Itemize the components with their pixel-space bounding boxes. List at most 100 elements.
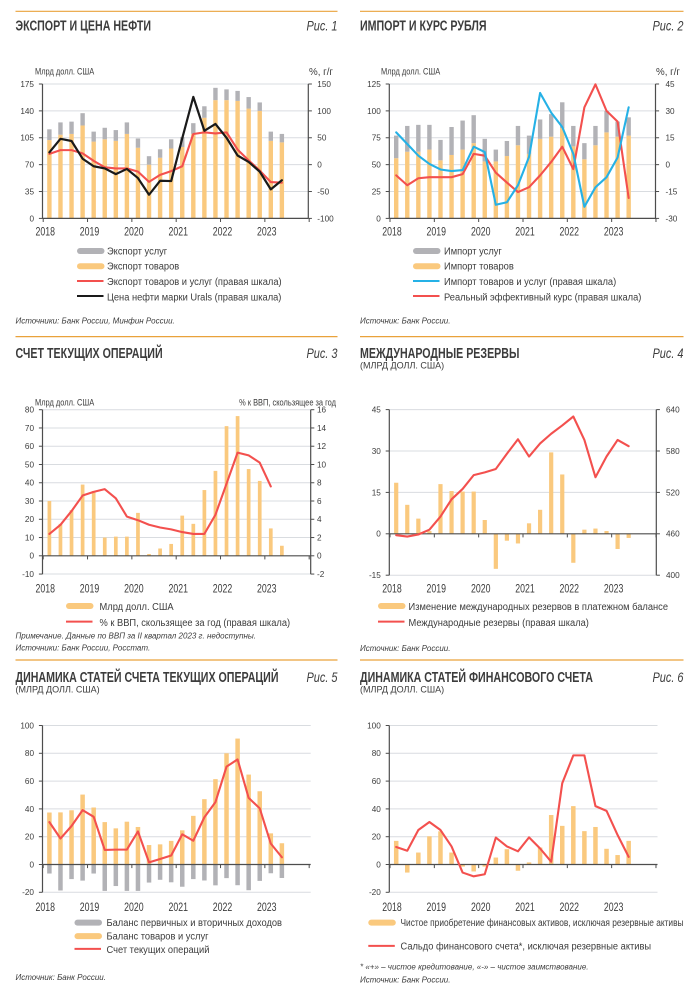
svg-text:520: 520 bbox=[666, 488, 680, 497]
svg-text:Млрд долл. США: Млрд долл. США bbox=[35, 66, 95, 76]
svg-text:Источник: Банк России.: Источник: Банк России. bbox=[360, 976, 450, 985]
svg-text:100: 100 bbox=[317, 107, 331, 116]
svg-text:0: 0 bbox=[29, 552, 34, 561]
svg-text:70: 70 bbox=[25, 424, 35, 433]
svg-text:Рис. 4: Рис. 4 bbox=[653, 346, 684, 361]
svg-text:4: 4 bbox=[317, 515, 322, 524]
svg-text:80: 80 bbox=[25, 406, 35, 415]
svg-text:50: 50 bbox=[25, 460, 35, 469]
svg-text:30: 30 bbox=[666, 107, 676, 116]
svg-text:60: 60 bbox=[372, 777, 382, 786]
svg-text:2018: 2018 bbox=[35, 901, 55, 914]
svg-text:70: 70 bbox=[25, 161, 35, 170]
svg-text:140: 140 bbox=[20, 107, 34, 116]
svg-text:2018: 2018 bbox=[382, 901, 402, 914]
svg-text:100: 100 bbox=[367, 721, 381, 730]
svg-text:2020: 2020 bbox=[471, 583, 491, 596]
svg-text:40: 40 bbox=[372, 805, 382, 814]
svg-text:Источник: Банк России.: Источник: Банк России. bbox=[16, 973, 106, 982]
svg-text:14: 14 bbox=[317, 424, 327, 433]
svg-text:10: 10 bbox=[25, 533, 35, 542]
svg-text:Млрд долл. США: Млрд долл. США bbox=[35, 398, 95, 408]
svg-text:Баланс товаров и услуг: Баланс товаров и услуг bbox=[107, 931, 209, 942]
svg-text:% к ВВП, скользящее за год: % к ВВП, скользящее за год bbox=[239, 398, 336, 408]
svg-text:2023: 2023 bbox=[604, 225, 624, 238]
svg-text:2023: 2023 bbox=[604, 901, 624, 914]
svg-text:580: 580 bbox=[666, 447, 680, 456]
svg-text:-20: -20 bbox=[22, 888, 34, 897]
svg-text:15: 15 bbox=[666, 134, 676, 143]
svg-text:Сальдо финансового счета*, иск: Сальдо финансового счета*, исключая резе… bbox=[401, 941, 652, 952]
svg-text:Экспорт товаров: Экспорт товаров bbox=[107, 262, 179, 273]
svg-text:60: 60 bbox=[25, 442, 35, 451]
svg-text:Международные резервы (правая: Международные резервы (правая шкала) bbox=[409, 618, 589, 629]
svg-text:0: 0 bbox=[29, 214, 34, 223]
svg-text:60: 60 bbox=[25, 777, 35, 786]
svg-text:100: 100 bbox=[20, 721, 34, 730]
svg-text:20: 20 bbox=[25, 515, 35, 524]
svg-text:2018: 2018 bbox=[382, 225, 402, 238]
svg-text:Баланс первичных и вторичных д: Баланс первичных и вторичных доходов bbox=[107, 918, 283, 929]
svg-text:2018: 2018 bbox=[382, 583, 402, 596]
svg-text:40: 40 bbox=[25, 479, 35, 488]
svg-text:80: 80 bbox=[372, 749, 382, 758]
svg-text:125: 125 bbox=[367, 80, 381, 89]
svg-text:Экспорт услуг: Экспорт услуг bbox=[107, 246, 168, 257]
svg-text:2023: 2023 bbox=[257, 901, 277, 914]
svg-text:2023: 2023 bbox=[604, 583, 624, 596]
svg-text:175: 175 bbox=[20, 80, 34, 89]
svg-text:50: 50 bbox=[372, 161, 382, 170]
svg-text:2021: 2021 bbox=[168, 225, 188, 238]
svg-text:0: 0 bbox=[376, 860, 381, 869]
svg-text:40: 40 bbox=[25, 805, 35, 814]
svg-text:75: 75 bbox=[372, 134, 382, 143]
svg-text:-50: -50 bbox=[317, 187, 329, 196]
svg-text:2022: 2022 bbox=[213, 225, 233, 238]
svg-text:%, г/г: %, г/г bbox=[656, 67, 680, 78]
svg-text:Импорт услуг: Импорт услуг bbox=[444, 246, 502, 257]
svg-text:2022: 2022 bbox=[213, 901, 233, 914]
svg-text:80: 80 bbox=[25, 749, 35, 758]
svg-text:0: 0 bbox=[29, 860, 34, 869]
svg-text:%, г/г: %, г/г bbox=[309, 67, 333, 78]
svg-text:0: 0 bbox=[666, 161, 671, 170]
svg-text:400: 400 bbox=[666, 571, 680, 580]
svg-text:50: 50 bbox=[317, 134, 327, 143]
svg-text:2021: 2021 bbox=[168, 583, 188, 596]
svg-text:16: 16 bbox=[317, 406, 327, 415]
svg-text:Цена нефти марки Urals (правая: Цена нефти марки Urals (правая шкала) bbox=[107, 292, 281, 303]
svg-text:2021: 2021 bbox=[515, 225, 535, 238]
svg-text:2021: 2021 bbox=[515, 901, 535, 914]
svg-text:2: 2 bbox=[317, 533, 322, 542]
svg-text:Импорт товаров и услуг (правая: Импорт товаров и услуг (правая шкала) bbox=[444, 277, 616, 288]
svg-text:25: 25 bbox=[372, 187, 382, 196]
svg-text:12: 12 bbox=[317, 442, 327, 451]
svg-text:2021: 2021 bbox=[515, 583, 535, 596]
svg-text:10: 10 bbox=[317, 460, 327, 469]
svg-text:-20: -20 bbox=[369, 888, 381, 897]
svg-text:2020: 2020 bbox=[471, 225, 491, 238]
svg-text:ДИНАМИКА СТАТЕЙ СЧЕТА ТЕКУЩИХ: ДИНАМИКА СТАТЕЙ СЧЕТА ТЕКУЩИХ ОПЕРАЦИЙ bbox=[16, 668, 279, 686]
svg-text:2018: 2018 bbox=[35, 583, 55, 596]
svg-text:(МЛРД ДОЛЛ. США): (МЛРД ДОЛЛ. США) bbox=[360, 685, 444, 696]
svg-text:-15: -15 bbox=[369, 571, 381, 580]
svg-text:Рис. 3: Рис. 3 bbox=[307, 346, 338, 361]
svg-text:105: 105 bbox=[20, 134, 34, 143]
svg-text:Импорт товаров: Импорт товаров bbox=[444, 262, 514, 273]
svg-text:2018: 2018 bbox=[35, 225, 55, 238]
svg-text:2020: 2020 bbox=[124, 225, 144, 238]
svg-text:Источник: Банк России.: Источник: Банк России. bbox=[360, 316, 450, 325]
svg-text:Млрд долл. США: Млрд долл. США bbox=[381, 66, 441, 76]
svg-text:30: 30 bbox=[372, 447, 382, 456]
svg-text:2023: 2023 bbox=[257, 225, 277, 238]
svg-text:2019: 2019 bbox=[427, 901, 447, 914]
svg-text:Чистое приобретение финансовых: Чистое приобретение финансовых активов, … bbox=[401, 918, 684, 929]
svg-text:Источник: Банк России.: Источник: Банк России. bbox=[360, 644, 450, 653]
svg-text:2019: 2019 bbox=[80, 583, 100, 596]
svg-text:460: 460 bbox=[666, 530, 680, 539]
svg-text:(МЛРД ДОЛЛ. США): (МЛРД ДОЛЛ. США) bbox=[16, 685, 100, 696]
svg-text:Реальный эффективный курс (пра: Реальный эффективный курс (правая шкала) bbox=[444, 292, 641, 303]
svg-text:ДИНАМИКА СТАТЕЙ ФИНАНСОВОГО СЧ: ДИНАМИКА СТАТЕЙ ФИНАНСОВОГО СЧЕТА bbox=[360, 668, 593, 686]
svg-text:2020: 2020 bbox=[124, 901, 144, 914]
svg-text:Источники: Банк России, Минфин: Источники: Банк России, Минфин России. bbox=[16, 316, 175, 325]
